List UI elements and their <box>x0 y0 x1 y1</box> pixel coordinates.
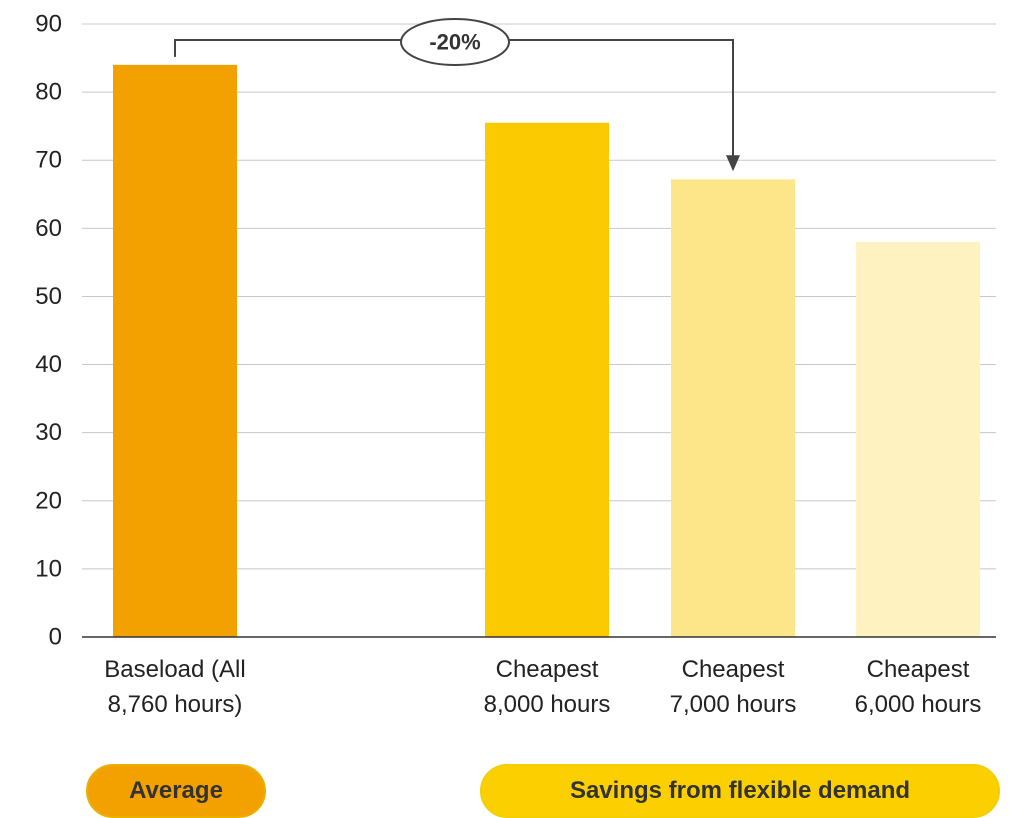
x-category-label: Cheapest 7,000 hours <box>670 656 797 718</box>
bar <box>113 64 237 637</box>
group-badge-flexible-demand: Savings from flexible demand <box>480 764 1000 818</box>
x-category-label: Cheapest 8,000 hours <box>484 656 611 718</box>
y-tick-label: 20 <box>35 487 62 514</box>
annotation-arrowhead <box>726 155 740 172</box>
x-category-label: Baseload (All 8,760 hours) <box>104 656 245 718</box>
annotation-bubble <box>400 18 510 66</box>
group-badge-average: Average <box>86 764 266 818</box>
bar <box>485 122 609 637</box>
group-badge-flexible-demand-label: Savings from flexible demand <box>569 777 911 804</box>
bars <box>113 64 980 637</box>
y-tick-label: 30 <box>35 419 62 446</box>
x-category-label: Cheapest 6,000 hours <box>855 656 982 718</box>
y-tick-label: 0 <box>49 624 62 651</box>
bar <box>856 241 980 637</box>
annotation-label: -20% <box>429 30 480 55</box>
x-axis-labels: Baseload (All 8,760 hours) Cheapest 8,000 h… <box>104 656 981 718</box>
group-badge-average-label: Average <box>129 777 223 804</box>
y-tick-label: 10 <box>35 555 62 582</box>
y-tick-label: 80 <box>35 79 62 106</box>
y-tick-label: 70 <box>35 147 62 174</box>
change-annotation: -20% <box>174 18 740 172</box>
y-tick-label: 50 <box>35 283 62 310</box>
y-axis-ticks: 0 10 20 30 40 50 60 70 80 90 <box>35 11 62 651</box>
y-tick-label: 90 <box>35 11 62 38</box>
bar-chart: 0 10 20 30 40 50 60 70 80 90 Baseload (All 8,760 h… <box>35 11 996 718</box>
bar <box>671 179 795 637</box>
y-tick-label: 60 <box>35 215 62 242</box>
y-tick-label: 40 <box>35 351 62 378</box>
